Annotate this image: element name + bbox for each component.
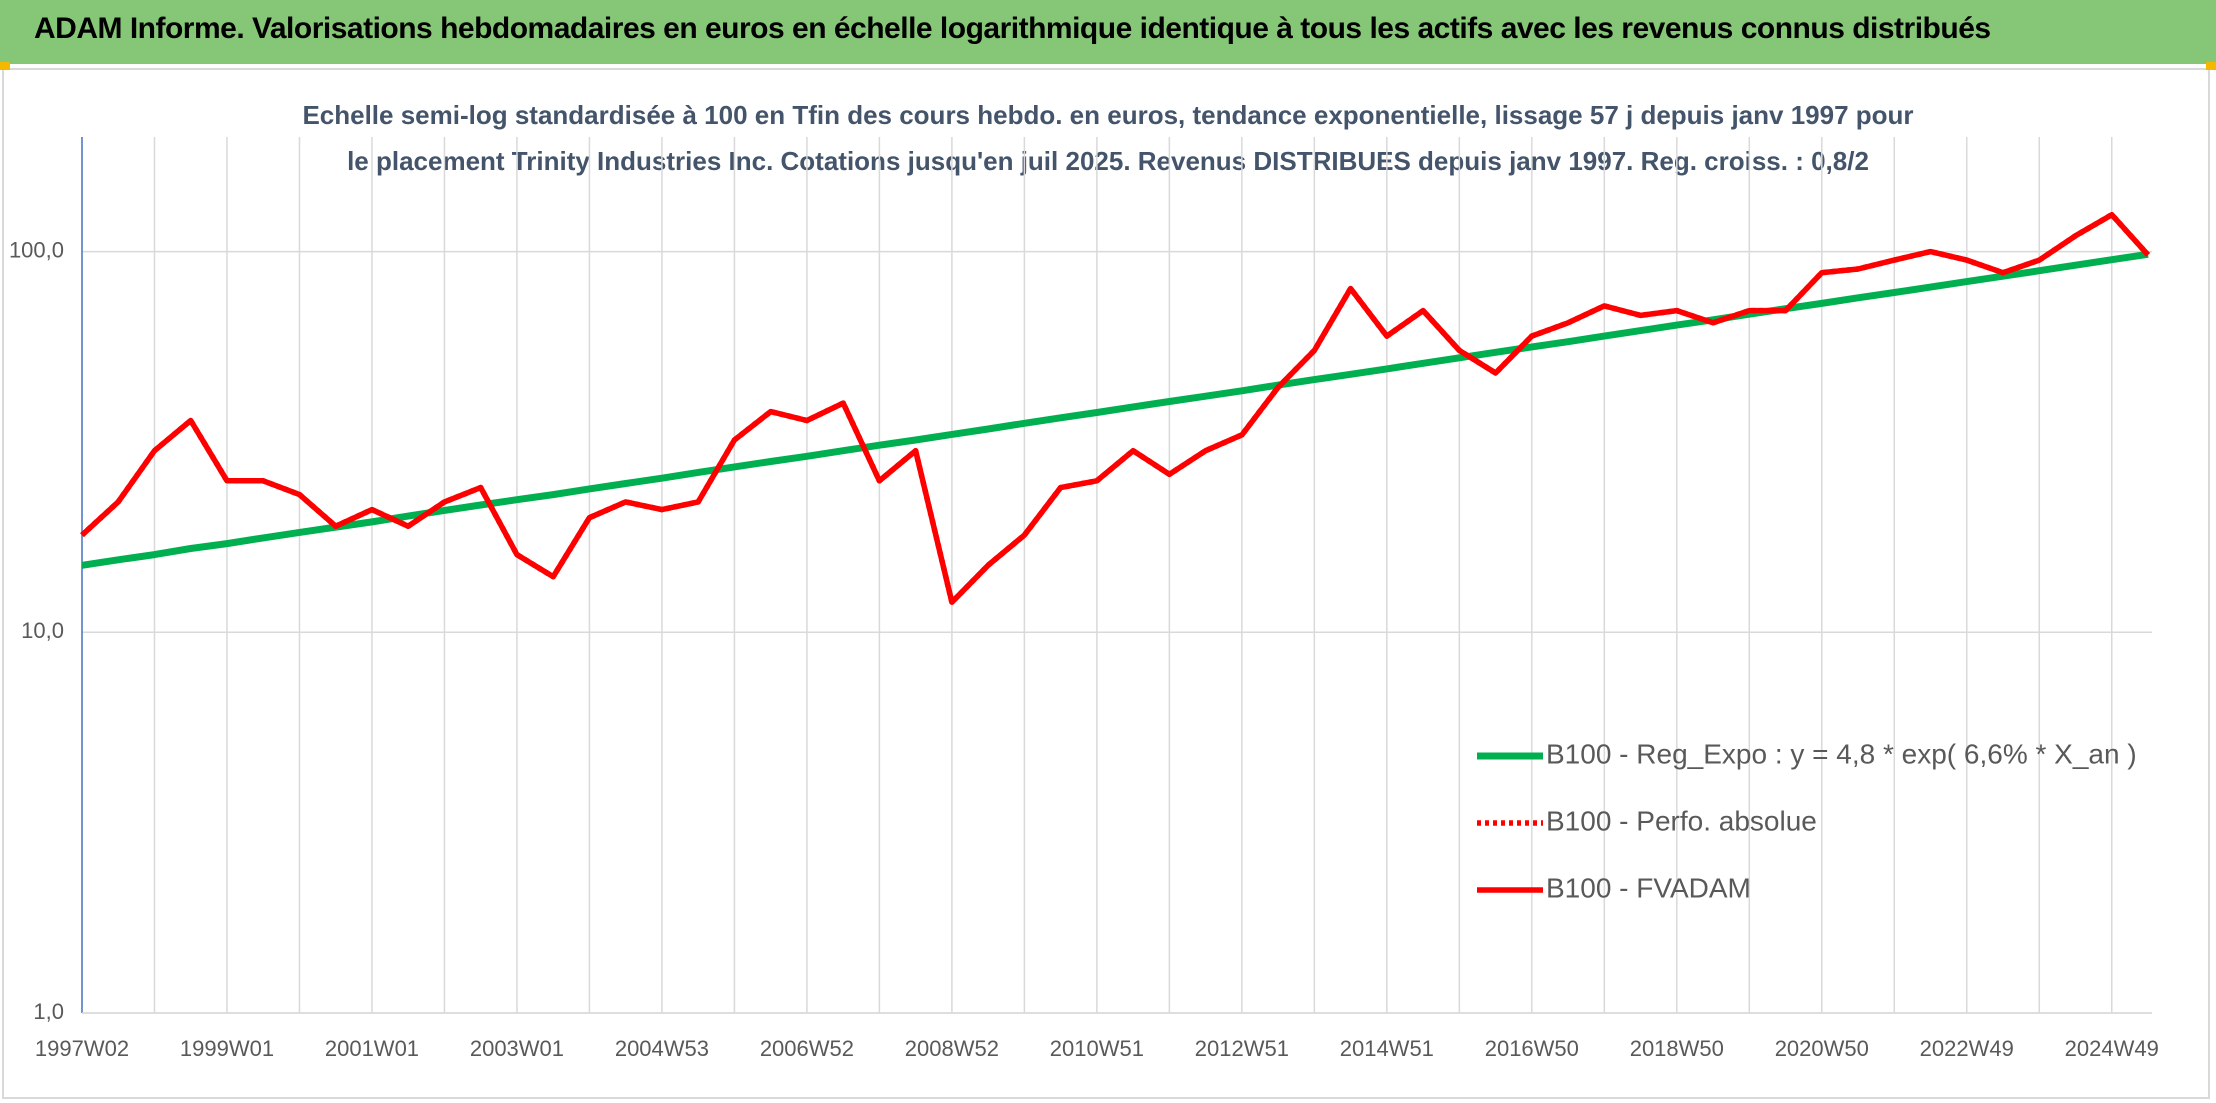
corner-mark (2206, 62, 2216, 70)
y-tick-label: 100,0 (9, 237, 64, 262)
legend-label: B100 - Perfo. absolue (1546, 805, 1817, 836)
corner-mark (0, 62, 10, 70)
x-tick-label: 2006W52 (760, 1036, 854, 1061)
header-title: ADAM Informe. Valorisations hebdomadaire… (34, 12, 1991, 45)
x-tick-label: 2003W01 (470, 1036, 564, 1061)
x-tick-label: 2016W50 (1485, 1036, 1579, 1061)
x-tick-label: 2008W52 (905, 1036, 999, 1061)
y-tick-label: 1,0 (33, 999, 64, 1024)
header-bar: ADAM Informe. Valorisations hebdomadaire… (0, 0, 2216, 64)
x-tick-label: 2020W50 (1775, 1036, 1869, 1061)
x-tick-label: 1999W01 (180, 1036, 274, 1061)
legend-label: B100 - Reg_Expo : y = 4,8 * exp( 6,6% * … (1546, 738, 2137, 769)
x-tick-label: 2010W51 (1050, 1036, 1144, 1061)
x-tick-label: 2014W51 (1340, 1036, 1434, 1061)
x-tick-label: 2004W53 (615, 1036, 709, 1061)
x-tick-label: 1997W02 (35, 1036, 129, 1061)
x-tick-label: 2022W49 (1920, 1036, 2014, 1061)
x-tick-label: 2024W49 (2065, 1036, 2159, 1061)
x-tick-label: 2012W51 (1195, 1036, 1289, 1061)
y-tick-label: 10,0 (21, 618, 64, 643)
chart-subtitle: Echelle semi-log standardisée à 100 en T… (302, 100, 1914, 176)
chart-frame (2, 68, 2210, 1099)
series-line (80, 211, 2151, 605)
legend-label: B100 - FVADAM (1546, 872, 1751, 903)
x-tick-label: 2018W50 (1630, 1036, 1724, 1061)
x-tick-label: 2001W01 (325, 1036, 419, 1061)
